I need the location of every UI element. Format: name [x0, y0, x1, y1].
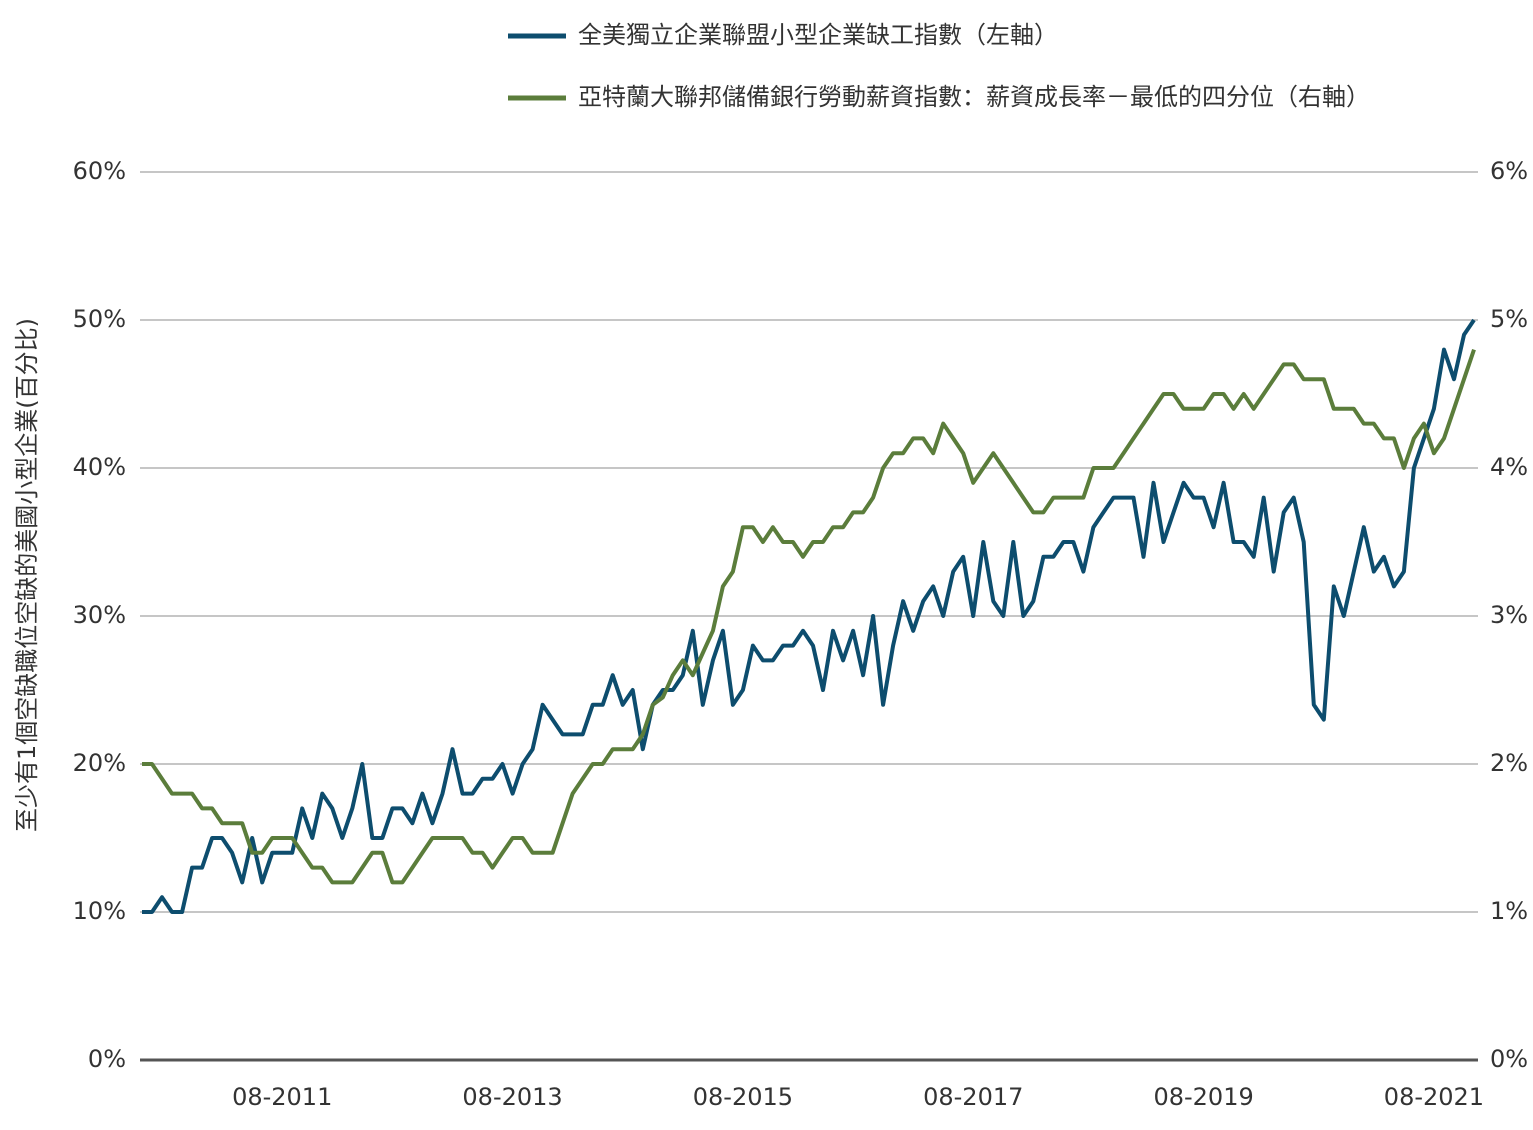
- y-axis-label: 至少有1個空缺職位空缺的美國小型企業(百分比): [13, 318, 41, 832]
- x-tick-label: 08-2015: [693, 1083, 793, 1111]
- y2-tick-label: 4%: [1490, 453, 1528, 481]
- series-line: [142, 348, 1476, 885]
- y-tick-label: 30%: [73, 601, 126, 629]
- y2-tick-label: 5%: [1490, 305, 1528, 333]
- legend-label: 全美獨立企業聯盟小型企業缺工指數（左軸）: [578, 21, 1058, 49]
- x-tick-label: 08-2021: [1384, 1083, 1484, 1111]
- x-tick-label: 08-2011: [232, 1083, 332, 1111]
- x-tick-label: 08-2019: [1153, 1083, 1253, 1111]
- y-tick-label: 50%: [73, 305, 126, 333]
- y2-tick-label: 3%: [1490, 601, 1528, 629]
- y2-tick-label: 6%: [1490, 157, 1528, 185]
- y-tick-label: 0%: [88, 1045, 126, 1073]
- y-tick-label: 40%: [73, 453, 126, 481]
- x-tick-label: 08-2013: [462, 1083, 562, 1111]
- y2-tick-label: 0%: [1490, 1045, 1528, 1073]
- y2-tick-label: 2%: [1490, 749, 1528, 777]
- y2-tick-label: 1%: [1490, 897, 1528, 925]
- legend-label: 亞特蘭大聯邦儲備銀行勞動薪資指數：薪資成長率－最低的四分位（右軸）: [578, 83, 1370, 111]
- series-line: [142, 318, 1476, 914]
- x-tick-label: 08-2017: [923, 1083, 1023, 1111]
- y-tick-label: 60%: [73, 157, 126, 185]
- y-tick-label: 20%: [73, 749, 126, 777]
- y-tick-label: 10%: [73, 897, 126, 925]
